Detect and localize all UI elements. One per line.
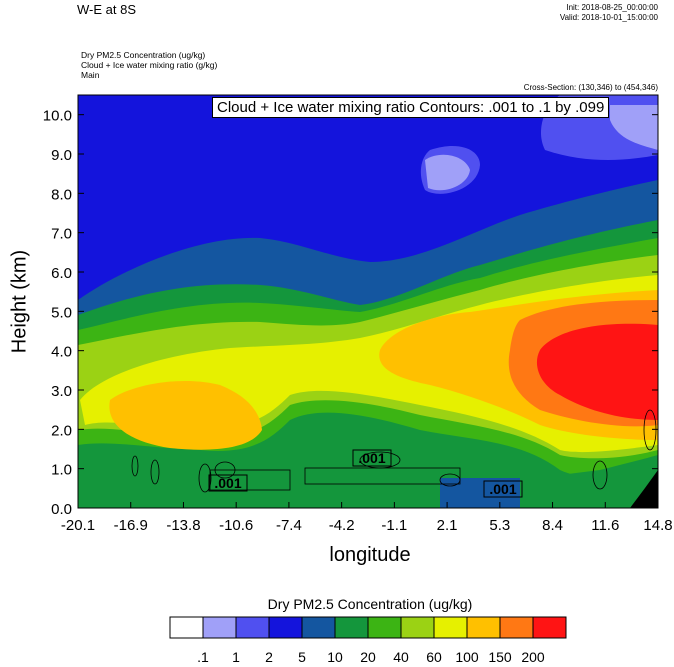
colorbar-label: 60 <box>426 649 442 665</box>
valid-time: Valid: 2018-10-01_15:00:00 <box>559 13 658 22</box>
y-tick-label: 7.0 <box>51 226 72 243</box>
y-tick-label: 9.0 <box>51 147 72 164</box>
x-tick-label: -7.4 <box>276 517 302 534</box>
field-2: Cloud + Ice water mixing ratio (g/kg) <box>81 60 218 70</box>
x-tick-label: -1.1 <box>381 517 407 534</box>
x-axis-label: longitude <box>329 544 411 566</box>
colorbar-swatch <box>400 616 435 639</box>
contour-labels: .001 .001 .001 <box>208 449 523 498</box>
colorbar-swatch <box>235 616 270 639</box>
x-tick-label: 5.3 <box>489 517 510 534</box>
contour-label-box <box>352 449 392 467</box>
x-tick-label: -13.8 <box>166 517 200 534</box>
colorbar-label: 100 <box>455 649 479 665</box>
y-tick-label: 3.0 <box>51 383 72 400</box>
x-tick-label: 11.6 <box>591 517 619 534</box>
y-axis: 0.0 1.0 2.0 3.0 4.0 5.0 6.0 7.0 8.0 9.0 10.0 <box>43 108 658 518</box>
colorbar-swatch <box>301 616 336 639</box>
contour-label-box <box>208 474 248 492</box>
colorbar-label: 1 <box>232 649 240 665</box>
colorbar-label: 150 <box>488 649 512 665</box>
field-descriptions: Dry PM2.5 Concentration (ug/kg) Cloud + … <box>81 50 217 80</box>
colorbar-label: 200 <box>521 649 545 665</box>
colorbar-swatch <box>466 616 501 639</box>
band-c4-surface <box>440 478 520 508</box>
colorbar-label: 2 <box>265 649 273 665</box>
x-tick-label: -4.2 <box>329 517 355 534</box>
x-axis: -20.1 -16.9 -13.8 -10.6 -7.4 -4.2 -1.1 2.1 5.3 8.… <box>61 502 673 534</box>
y-tick-label: 10.0 <box>43 108 72 125</box>
cloud-contours <box>131 409 657 493</box>
init-time: Init: 2018-08-25_00:00:00 <box>566 3 658 12</box>
colorbar-swatch <box>334 616 369 639</box>
colorbar-label: 5 <box>298 649 306 665</box>
x-tick-label: -20.1 <box>61 517 95 534</box>
band-c11 <box>536 323 658 420</box>
cross-section-info: Cross-Section: (130,346) to (454,346) <box>523 83 658 92</box>
colorbar-label: 40 <box>393 649 409 665</box>
colorbar-swatch <box>169 616 204 639</box>
chart-title: W-E at 8S <box>77 2 137 17</box>
y-tick-label: 4.0 <box>51 344 72 361</box>
colorbar-swatch <box>367 616 402 639</box>
colorbar: .1 1 2 5 10 20 40 60 100 150 200 <box>169 616 567 665</box>
contour-label: .001 <box>489 481 516 497</box>
band-c1-patch <box>425 154 470 191</box>
x-tick-label: -10.6 <box>219 517 253 534</box>
x-tick-label: -16.9 <box>114 517 148 534</box>
colorbar-label: 20 <box>360 649 376 665</box>
heatmap-bands <box>78 95 658 508</box>
y-tick-label: 2.0 <box>51 422 72 439</box>
y-tick-label: 0.0 <box>51 501 72 518</box>
y-tick-label: 1.0 <box>51 462 72 479</box>
colorbar-title: Dry PM2.5 Concentration (ug/kg) <box>267 596 473 612</box>
x-tick-label: 2.1 <box>437 517 458 534</box>
colorbar-label: 10 <box>327 649 343 665</box>
contour-annotation: Cloud + Ice water mixing ratio Contours:… <box>212 97 610 118</box>
colorbar-swatch <box>268 616 303 639</box>
time-info: Init: 2018-08-25_00:00:00 Valid: 2018-10… <box>560 3 658 23</box>
colorbar-label: .1 <box>197 649 209 665</box>
colorbar-swatch <box>433 616 468 639</box>
field-1: Dry PM2.5 Concentration (ug/kg) <box>81 50 206 60</box>
y-tick-label: 8.0 <box>51 186 72 203</box>
colorbar-swatch <box>499 616 534 639</box>
colorbar-swatch <box>202 616 237 639</box>
y-axis-label: Height (km) <box>8 249 31 354</box>
contour-label-box <box>483 480 523 498</box>
x-tick-label: 8.4 <box>542 517 563 534</box>
band-c1-corner <box>610 105 658 150</box>
plot-frame <box>77 94 659 509</box>
terrain <box>630 470 658 508</box>
contour-label: .001 <box>214 475 241 491</box>
x-tick-label: 14.8 <box>643 517 672 534</box>
band-c9-left <box>109 380 262 450</box>
colorbar-swatch <box>532 616 567 639</box>
contour-label: .001 <box>358 450 385 466</box>
y-tick-label: 6.0 <box>51 265 72 282</box>
field-3: Main <box>81 70 100 80</box>
y-tick-label: 5.0 <box>51 304 72 321</box>
